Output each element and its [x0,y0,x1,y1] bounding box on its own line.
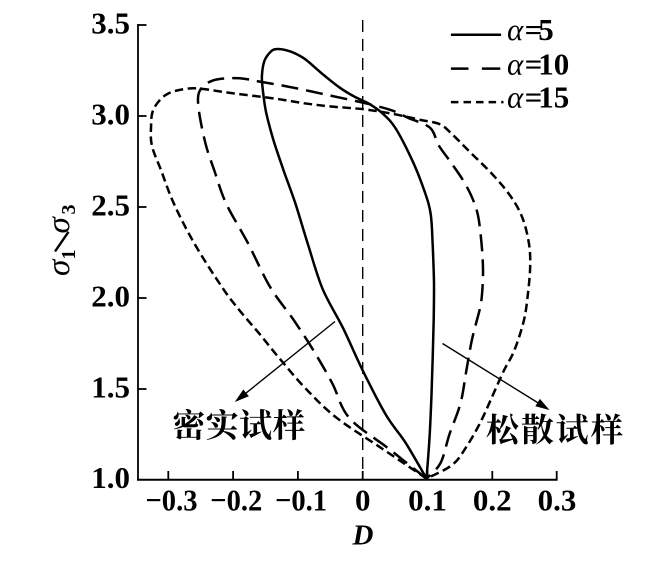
svg-text:α: α [507,80,524,115]
svg-text:0: 0 [355,482,371,517]
svg-text:0.1: 0.1 [408,482,447,517]
svg-text:1.5: 1.5 [91,369,130,404]
svg-text:α: α [507,12,524,47]
svg-text:1.0: 1.0 [91,460,130,495]
svg-text:2.5: 2.5 [91,187,130,222]
svg-text:3: 3 [58,205,80,215]
svg-text:σ: σ [41,216,77,234]
svg-text:0.2: 0.2 [473,482,512,517]
svg-text:0.3: 0.3 [538,482,577,517]
svg-text:5: 5 [538,12,554,47]
svg-text:2.0: 2.0 [91,278,130,313]
svg-text:10: 10 [538,46,569,81]
svg-text:−0.1: −0.1 [275,482,327,517]
svg-text:=: = [525,80,543,115]
svg-text:15: 15 [538,80,569,115]
svg-text:3.5: 3.5 [91,5,130,40]
svg-text:=: = [525,12,543,47]
svg-text:σ: σ [41,258,77,276]
svg-text:D: D [352,520,374,552]
svg-text:−0.3: −0.3 [146,482,198,517]
svg-text:1: 1 [58,250,80,260]
svg-text:α: α [507,46,524,81]
svg-text:=: = [525,46,543,81]
svg-text:3.0: 3.0 [91,96,130,131]
svg-text:−0.2: −0.2 [210,482,262,517]
